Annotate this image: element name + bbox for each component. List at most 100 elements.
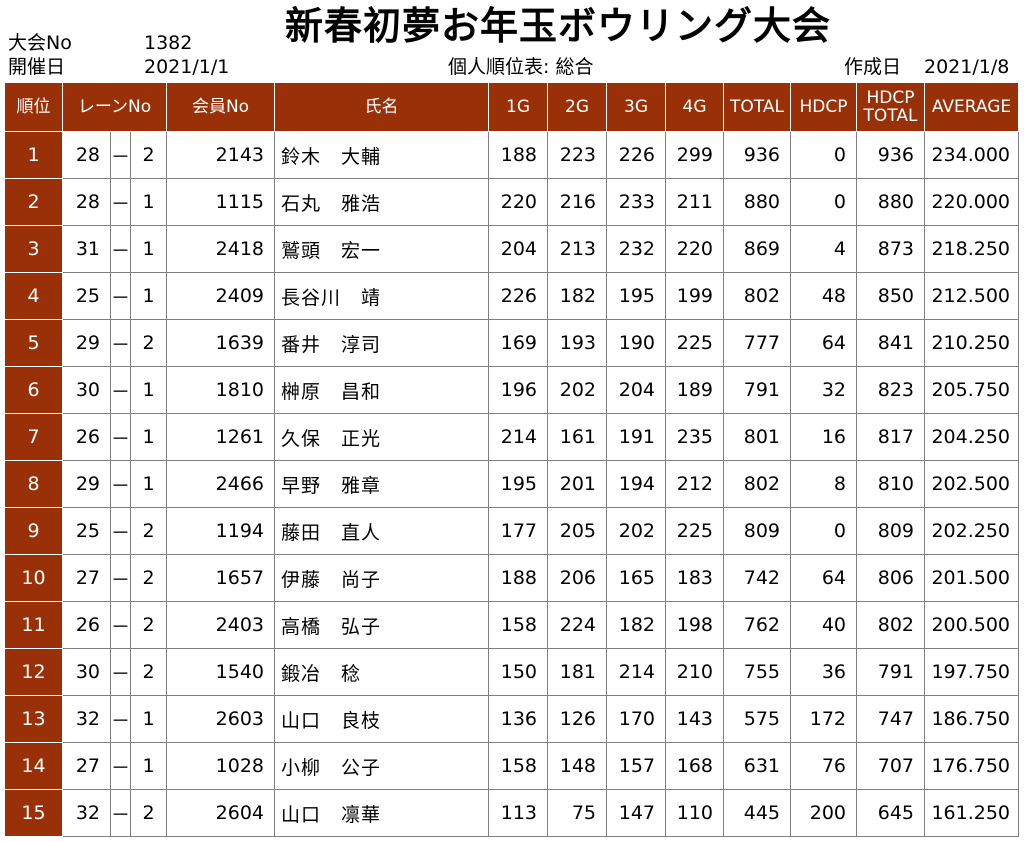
report-subtitle: 個人順位表: 総合 (448, 56, 594, 78)
game3-cell: 182 (606, 601, 667, 649)
hdcp-cell: 64 (790, 554, 858, 602)
member-no-cell: 1028 (166, 742, 276, 790)
total-cell: 936 (723, 131, 792, 179)
player-name-cell: 榊原 昌和 (274, 366, 490, 414)
hdcp-total-cell: 936 (856, 131, 926, 179)
member-no-cell: 2143 (166, 131, 276, 179)
game3-cell: 157 (606, 742, 667, 790)
game2-cell: 201 (547, 460, 608, 508)
lane-cell: 32 (62, 789, 111, 837)
rank-cell: 5 (4, 319, 63, 367)
game3-cell: 202 (606, 507, 667, 555)
hdcp-cell: 40 (790, 601, 858, 649)
table-row: 4 25 － 1 2409 長谷川 靖 226 182 195 199 802 48 850 212.50… (4, 272, 1020, 320)
game3-cell: 226 (606, 131, 667, 179)
hdcp-total-cell: 880 (856, 178, 926, 226)
game1-cell: 177 (488, 507, 549, 555)
game1-cell: 204 (488, 225, 549, 273)
col-total: TOTAL (723, 82, 792, 132)
average-cell: 201.500 (924, 554, 1020, 602)
game1-cell: 220 (488, 178, 549, 226)
hdcp-total-cell: 810 (856, 460, 926, 508)
col-average: AVERAGE (924, 82, 1020, 132)
lane-separator: － (109, 225, 132, 273)
total-cell: 742 (723, 554, 792, 602)
box-cell: 1 (130, 225, 168, 273)
game1-cell: 136 (488, 695, 549, 743)
average-cell: 210.250 (924, 319, 1020, 367)
hdcp-cell: 200 (790, 789, 858, 837)
rank-cell: 8 (4, 460, 63, 508)
lane-separator: － (109, 413, 132, 461)
col-game3: 3G (606, 82, 667, 132)
member-no-cell: 1639 (166, 319, 276, 367)
lane-separator: － (109, 319, 132, 367)
box-cell: 2 (130, 601, 168, 649)
member-no-cell: 1261 (166, 413, 276, 461)
rank-cell: 10 (4, 554, 63, 602)
total-cell: 762 (723, 601, 792, 649)
col-lane: レーンNo (61, 82, 168, 132)
lane-cell: 29 (62, 319, 111, 367)
average-cell: 186.750 (924, 695, 1020, 743)
box-cell: 2 (130, 554, 168, 602)
member-no-cell: 1657 (166, 554, 276, 602)
total-cell: 802 (723, 460, 792, 508)
hdcp-cell: 32 (790, 366, 858, 414)
member-no-cell: 1540 (166, 648, 276, 696)
game1-cell: 214 (488, 413, 549, 461)
game4-cell: 198 (665, 601, 725, 649)
rank-cell: 2 (4, 178, 63, 226)
lane-cell: 29 (62, 460, 111, 508)
game4-cell: 220 (665, 225, 725, 273)
lane-separator: － (109, 648, 132, 696)
member-no-cell: 2403 (166, 601, 276, 649)
average-cell: 205.750 (924, 366, 1020, 414)
game2-cell: 206 (547, 554, 608, 602)
game2-cell: 148 (547, 742, 608, 790)
total-cell: 880 (723, 178, 792, 226)
game3-cell: 204 (606, 366, 667, 414)
hdcp-cell: 76 (790, 742, 858, 790)
player-name-cell: 長谷川 靖 (274, 272, 490, 320)
box-cell: 2 (130, 131, 168, 179)
hdcp-cell: 4 (790, 225, 858, 273)
game4-cell: 211 (665, 178, 725, 226)
game4-cell: 143 (665, 695, 725, 743)
col-game2: 2G (547, 82, 608, 132)
average-cell: 176.750 (924, 742, 1020, 790)
player-name-cell: 久保 正光 (274, 413, 490, 461)
average-cell: 200.500 (924, 601, 1020, 649)
game4-cell: 225 (665, 319, 725, 367)
hdcp-cell: 0 (790, 178, 858, 226)
lane-cell: 25 (62, 507, 111, 555)
lane-cell: 28 (62, 131, 111, 179)
player-name-cell: 山口 凛華 (274, 789, 490, 837)
hdcp-cell: 48 (790, 272, 858, 320)
game2-cell: 213 (547, 225, 608, 273)
box-cell: 2 (130, 507, 168, 555)
lane-cell: 30 (62, 648, 111, 696)
game1-cell: 169 (488, 319, 549, 367)
game4-cell: 199 (665, 272, 725, 320)
player-name-cell: 鷲頭 宏一 (274, 225, 490, 273)
table-row: 10 27 － 2 1657 伊藤 尚子 188 206 165 183 742 64 806 201.5… (4, 554, 1020, 602)
average-cell: 161.250 (924, 789, 1020, 837)
game2-cell: 224 (547, 601, 608, 649)
rank-cell: 11 (4, 601, 63, 649)
average-cell: 234.000 (924, 131, 1020, 179)
player-name-cell: 石丸 雅浩 (274, 178, 490, 226)
hdcp-total-cell: 747 (856, 695, 926, 743)
game1-cell: 113 (488, 789, 549, 837)
lane-separator: － (109, 178, 132, 226)
lane-cell: 27 (62, 554, 111, 602)
average-cell: 204.250 (924, 413, 1020, 461)
hdcp-total-cell: 817 (856, 413, 926, 461)
game3-cell: 191 (606, 413, 667, 461)
player-name-cell: 鈴木 大輔 (274, 131, 490, 179)
game3-cell: 232 (606, 225, 667, 273)
lane-cell: 31 (62, 225, 111, 273)
page-title: 新春初夢お年玉ボウリング大会 (285, 4, 832, 48)
game3-cell: 214 (606, 648, 667, 696)
game4-cell: 225 (665, 507, 725, 555)
